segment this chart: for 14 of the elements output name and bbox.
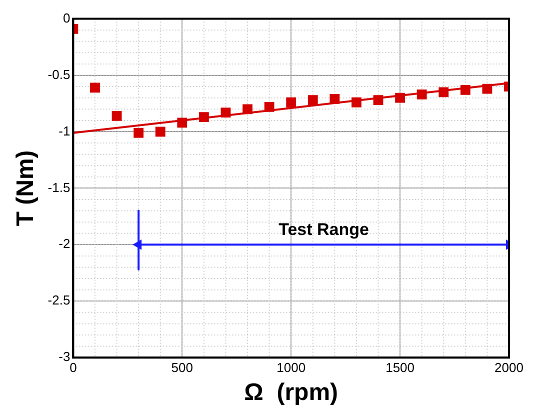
y-tick-label: -1.5 (48, 180, 70, 195)
y-tick-label: -2.5 (48, 292, 70, 308)
x-tick-label: 2000 (494, 360, 524, 375)
annotation: Test Range (278, 220, 369, 239)
y-tick-label: -0.5 (48, 66, 70, 82)
y-tick-label: 0 (62, 10, 70, 26)
x-tick-label: 1500 (386, 360, 415, 375)
y-tick-label: -1 (58, 123, 70, 138)
x-tick-label: 500 (171, 360, 193, 375)
y-tick-label: -3 (58, 349, 70, 364)
y-tick-label: -2 (58, 236, 70, 252)
x-tick-label: 1000 (276, 360, 306, 375)
y-axis-title: T (Nm) (12, 150, 40, 226)
x-axis-title: Ω (rpm) (244, 379, 338, 406)
